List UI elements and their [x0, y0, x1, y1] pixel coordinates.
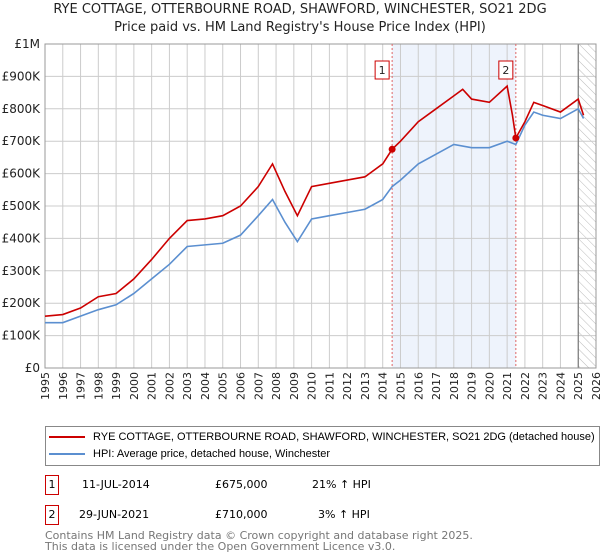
- transaction-date: 29-JUN-2021: [79, 508, 150, 521]
- x-tick-label: 1998: [92, 372, 105, 400]
- x-tick-label: 2009: [288, 372, 301, 400]
- x-tick-label: 2019: [466, 372, 479, 400]
- series-line: [44, 84, 585, 317]
- x-tick-label: 2023: [537, 372, 550, 400]
- x-tick-label: 2006: [235, 372, 248, 400]
- x-tick-label: 2011: [323, 372, 336, 400]
- x-tick-label: 2014: [377, 372, 390, 400]
- chart-title: RYE COTTAGE, OTTERBOURNE ROAD, SHAWFORD,…: [53, 2, 547, 17]
- x-tick-label: 2003: [181, 372, 194, 400]
- y-tick-label: £900K: [2, 69, 42, 83]
- series-line: [45, 107, 585, 324]
- annotation-box: [498, 60, 514, 80]
- x-tick-label: 2007: [252, 372, 265, 400]
- y-tick-label: £300K: [2, 264, 42, 278]
- x-tick-label: 2025: [572, 372, 585, 400]
- y-tick-label: £500K: [2, 199, 42, 213]
- legend-item-property: RYE COTTAGE, OTTERBOURNE ROAD, SHAWFORD,…: [49, 431, 595, 443]
- transaction-price: £675,000: [215, 478, 268, 491]
- annotation-box: [374, 60, 390, 80]
- x-tick-label: 2013: [359, 372, 372, 400]
- annotation-label: 2: [502, 64, 509, 77]
- y-tick-label: £1M: [14, 37, 40, 51]
- legend-label: RYE COTTAGE, OTTERBOURNE ROAD, SHAWFORD,…: [93, 431, 595, 443]
- x-tick-label: 2001: [146, 372, 159, 400]
- y-tick-label: £600K: [2, 167, 42, 181]
- transaction-badge: 2: [45, 505, 59, 525]
- chart: 1995 1996 1997 1998 1999 2000 2001 2002 2003 2004…: [2, 37, 600, 400]
- x-tick-label: 1999: [110, 372, 123, 400]
- x-tick-label: 2012: [341, 372, 354, 400]
- sale-point: [388, 145, 396, 153]
- annotation-label: 1: [379, 64, 386, 77]
- legend-swatch-red: [49, 436, 85, 438]
- y-tick-label: £800K: [2, 102, 42, 116]
- y-tick-label: £700K: [2, 134, 42, 148]
- x-tick-label: 2017: [430, 372, 443, 400]
- transaction-price: £710,000: [215, 508, 268, 521]
- legend-item-hpi: HPI: Average price, detached house, Winc…: [49, 448, 330, 460]
- transaction-hpi: 3% ↑ HPI: [318, 508, 370, 521]
- legend: RYE COTTAGE, OTTERBOURNE ROAD, SHAWFORD,…: [45, 426, 600, 466]
- x-tick-label: 2010: [306, 372, 319, 400]
- x-tick-label: 2024: [554, 372, 567, 400]
- x-tick-label: 2018: [448, 372, 461, 400]
- x-tick-label: 2008: [270, 372, 283, 400]
- legend-swatch-blue: [49, 453, 85, 455]
- transaction-badge: 1: [45, 475, 59, 495]
- footer: Contains HM Land Registry data © Crown c…: [45, 530, 473, 552]
- x-tick-label: 2004: [199, 372, 212, 400]
- y-tick-label: £100K: [2, 329, 42, 343]
- x-tick-label: 2015: [394, 372, 407, 400]
- x-tick-label: 2016: [412, 372, 425, 400]
- x-tick-label: 1997: [75, 372, 88, 400]
- x-tick-label: 2021: [501, 372, 514, 400]
- x-tick-label: 2026: [590, 372, 600, 400]
- footer-line: Contains HM Land Registry data © Crown c…: [45, 529, 473, 542]
- x-tick-label: 2022: [519, 372, 532, 400]
- x-tick-label: 2002: [163, 372, 176, 400]
- x-tick-label: 1996: [57, 372, 70, 400]
- y-tick-label: £0: [25, 361, 40, 375]
- y-tick-label: £200K: [2, 296, 42, 310]
- x-tick-label: 1995: [39, 372, 52, 400]
- y-tick-label: £400K: [2, 231, 42, 245]
- x-tick-label: 2005: [217, 372, 230, 400]
- transaction-date: 11-JUL-2014: [82, 478, 150, 491]
- x-tick-label: 2020: [483, 372, 496, 400]
- legend-label: HPI: Average price, detached house, Winc…: [93, 448, 331, 460]
- plot-frame: [44, 43, 597, 369]
- sale-point: [512, 134, 520, 142]
- footer-line: This data is licensed under the Open Gov…: [45, 540, 396, 553]
- transaction-hpi: 21% ↑ HPI: [312, 478, 371, 491]
- chart-subtitle: Price paid vs. HM Land Registry's House …: [114, 20, 486, 35]
- x-tick-label: 2000: [128, 372, 141, 400]
